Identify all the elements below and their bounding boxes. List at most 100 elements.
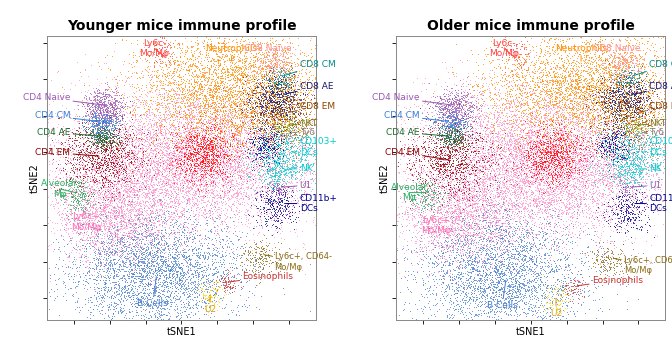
Point <box>449 167 460 173</box>
Point <box>465 240 476 245</box>
Point <box>442 99 453 105</box>
Point <box>195 120 206 126</box>
Point <box>654 104 665 110</box>
Point <box>204 143 215 148</box>
Point <box>273 201 284 207</box>
Point <box>98 209 109 215</box>
Point <box>178 285 189 291</box>
Point <box>177 97 188 103</box>
Point <box>626 172 637 178</box>
Point <box>233 68 244 73</box>
Point <box>460 180 470 185</box>
Point <box>249 76 259 82</box>
Point <box>122 157 133 163</box>
Point <box>132 174 143 179</box>
Point <box>295 132 306 138</box>
Point <box>622 175 633 180</box>
Point <box>521 154 532 159</box>
Point <box>633 90 644 95</box>
Point <box>220 216 230 221</box>
Point <box>106 193 116 199</box>
Point <box>255 238 265 244</box>
Point <box>78 156 89 162</box>
Point <box>196 137 207 142</box>
Point <box>536 274 546 279</box>
Point <box>263 195 274 201</box>
Point <box>559 182 570 188</box>
Point <box>157 141 167 147</box>
Point <box>194 118 204 124</box>
Point <box>573 176 583 182</box>
Point <box>175 150 186 155</box>
Point <box>218 279 228 285</box>
Point <box>198 176 208 181</box>
Point <box>228 222 239 228</box>
Point <box>534 111 544 117</box>
Point <box>615 151 626 156</box>
Point <box>634 99 645 104</box>
Point <box>101 105 112 111</box>
Point <box>124 230 134 236</box>
Point <box>620 36 630 42</box>
Point <box>582 138 593 144</box>
Point <box>136 129 147 135</box>
Point <box>304 164 314 170</box>
Point <box>89 146 100 152</box>
Point <box>620 93 631 99</box>
Point <box>435 202 446 208</box>
Point <box>169 188 179 194</box>
Point <box>448 145 459 150</box>
Point <box>259 107 269 112</box>
Point <box>97 107 108 112</box>
Point <box>268 105 279 111</box>
Point <box>573 67 583 73</box>
Point <box>144 77 155 83</box>
Point <box>551 94 562 99</box>
Point <box>638 56 649 62</box>
Point <box>154 268 165 274</box>
Point <box>530 187 541 192</box>
Point <box>422 193 433 199</box>
Point <box>497 252 508 257</box>
Point <box>560 133 571 139</box>
Point <box>198 288 209 294</box>
Point <box>202 158 212 164</box>
Point <box>578 67 589 73</box>
Point <box>111 106 122 112</box>
Point <box>446 252 456 258</box>
Point <box>511 170 522 176</box>
Point <box>536 259 547 265</box>
Point <box>614 165 625 171</box>
Point <box>625 55 636 61</box>
Point <box>222 197 233 203</box>
Point <box>642 149 653 155</box>
Point <box>205 108 216 114</box>
Point <box>648 209 659 215</box>
Point <box>110 106 120 111</box>
Point <box>224 133 235 139</box>
Point <box>551 127 562 132</box>
Point <box>257 130 268 136</box>
Point <box>626 234 636 240</box>
Point <box>183 143 194 149</box>
Point <box>296 81 306 87</box>
Point <box>116 140 127 145</box>
Point <box>264 37 275 43</box>
Point <box>431 176 442 182</box>
Point <box>42 230 52 236</box>
Point <box>247 53 258 58</box>
Point <box>263 107 274 113</box>
Point <box>181 131 192 137</box>
Point <box>237 60 248 66</box>
Point <box>183 293 194 299</box>
Point <box>191 195 202 200</box>
Point <box>292 74 303 80</box>
Point <box>40 93 51 99</box>
Point <box>607 109 618 115</box>
Point <box>235 15 245 21</box>
Point <box>263 196 274 202</box>
Point <box>271 63 282 69</box>
Point <box>263 160 274 166</box>
Point <box>617 116 628 121</box>
Point <box>102 152 113 158</box>
